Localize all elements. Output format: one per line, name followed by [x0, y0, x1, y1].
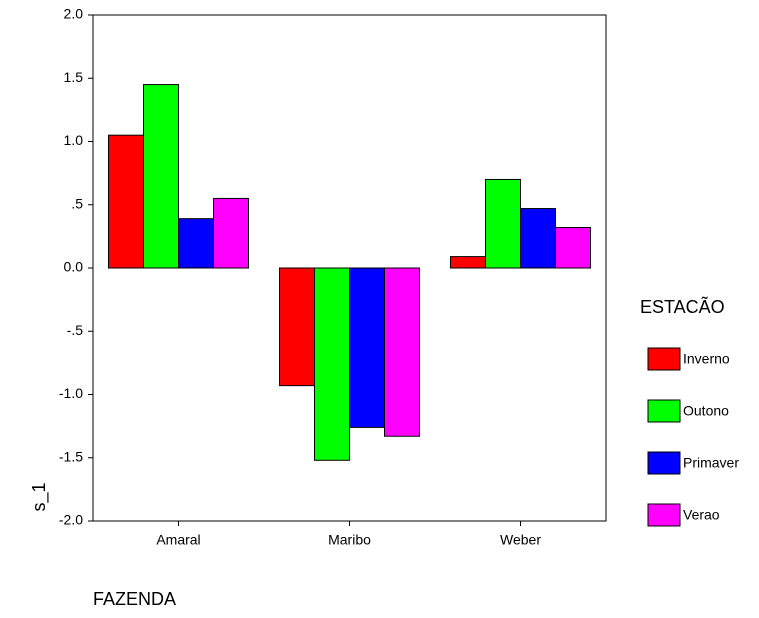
- bar: [384, 267, 420, 437]
- bar: [178, 218, 214, 269]
- legend-swatch: [647, 399, 681, 423]
- bar: [485, 178, 521, 269]
- y-tick-label: -1.5: [59, 448, 83, 464]
- y-tick-label: -.5: [67, 322, 84, 338]
- x-tick-label: Maribo: [328, 532, 371, 548]
- bar: [213, 197, 249, 269]
- bar: [143, 84, 179, 269]
- legend-label: Primaver: [683, 455, 739, 471]
- y-tick-label: -2.0: [59, 512, 83, 528]
- bar: [279, 267, 315, 387]
- y-tick-label: 1.0: [64, 132, 84, 148]
- x-axis-label: FAZENDA: [93, 589, 176, 609]
- y-tick-label: 2.0: [64, 6, 84, 22]
- bar: [108, 134, 144, 269]
- legend-swatch: [647, 451, 681, 475]
- y-tick-label: -1.0: [59, 385, 83, 401]
- legend-title: ESTACÃO: [640, 296, 725, 317]
- y-axis-label: s_1: [29, 482, 50, 511]
- x-tick-label: Amaral: [156, 532, 200, 548]
- x-tick-label: Weber: [500, 532, 541, 548]
- bar: [520, 208, 556, 269]
- bar: [349, 267, 385, 428]
- legend-swatch: [647, 503, 681, 527]
- bar: [555, 227, 591, 269]
- y-tick-label: 0.0: [64, 259, 84, 275]
- bar: [314, 267, 350, 461]
- y-tick-label: 1.5: [64, 69, 84, 85]
- y-tick-label: .5: [71, 195, 83, 211]
- legend-label: Verao: [683, 507, 720, 523]
- bar: [450, 256, 486, 269]
- legend-swatch: [647, 347, 681, 371]
- legend-label: Outono: [683, 403, 729, 419]
- legend-label: Inverno: [683, 351, 730, 367]
